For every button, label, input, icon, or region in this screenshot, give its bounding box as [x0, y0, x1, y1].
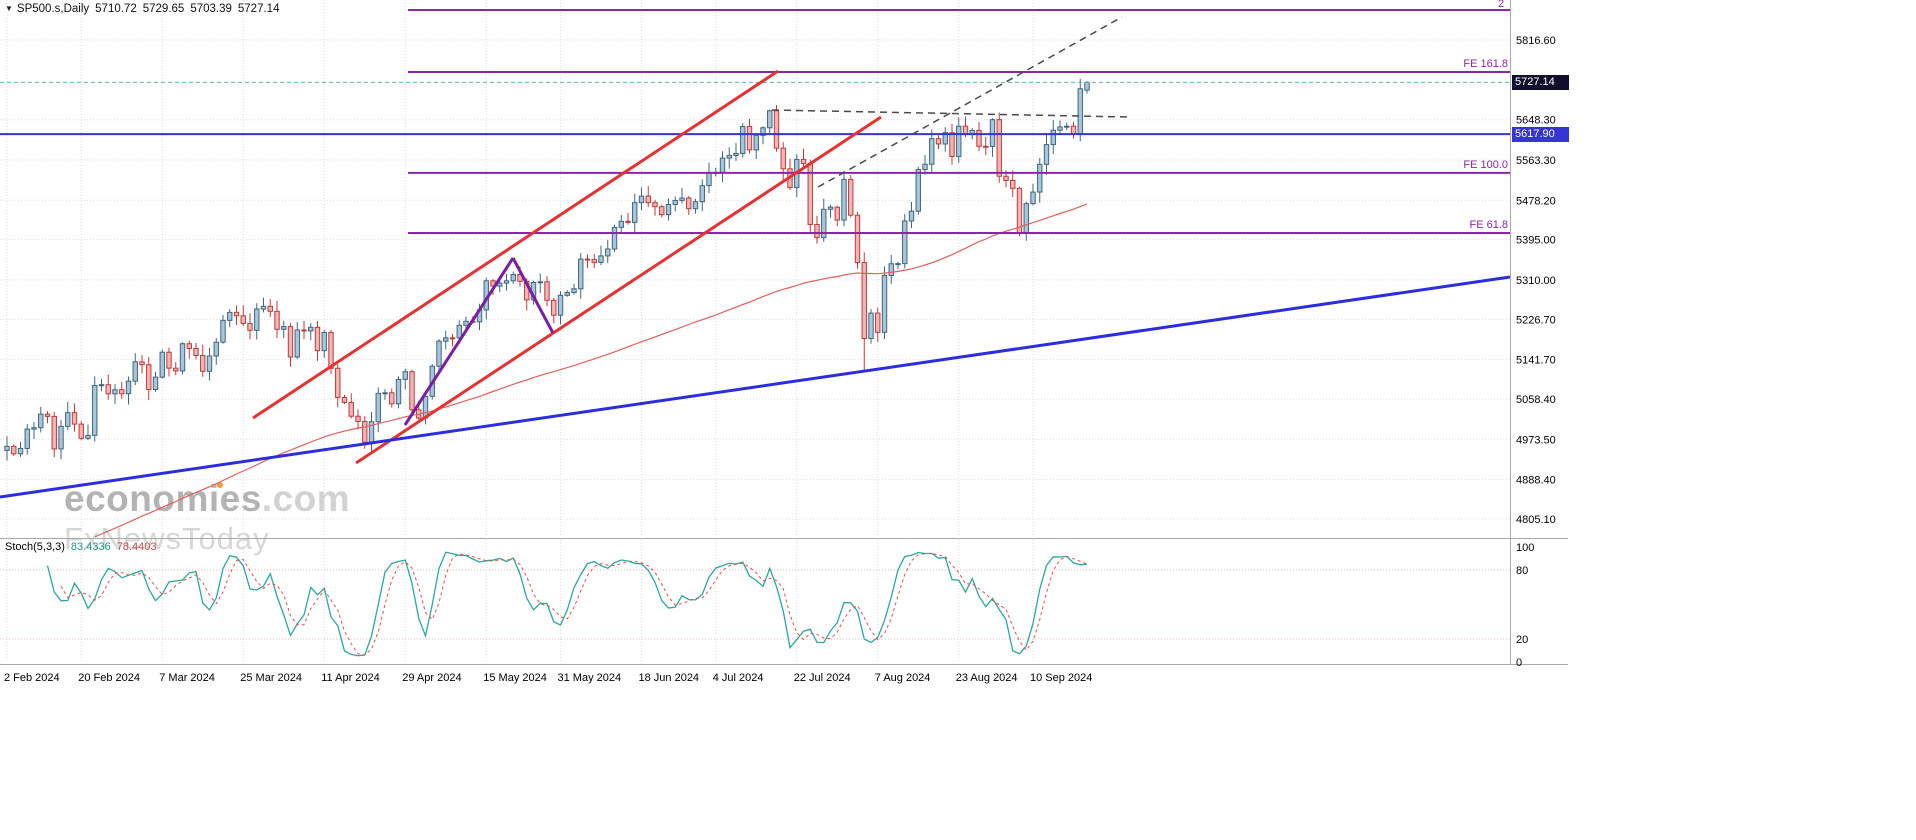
date-tick-label: 20 Feb 2024: [78, 672, 140, 684]
symbol-info: ▼ SP500.s,Daily 5710.72 5729.65 5703.39 5727.…: [5, 3, 279, 15]
ohlc-low: 5703.39: [190, 3, 232, 15]
stoch-indicator-label: Stoch(5,3,3) 83.4336 78.4403: [5, 541, 156, 553]
date-tick-label: 7 Aug 2024: [875, 672, 931, 684]
stoch-d-value: 78.4403: [116, 541, 157, 553]
date-tick-label: 29 Apr 2024: [402, 672, 461, 684]
date-tick-label: 10 Sep 2024: [1030, 672, 1092, 684]
fib-level-label-top: 2: [1498, 0, 1505, 10]
date-tick-label: 7 Mar 2024: [159, 672, 215, 684]
stoch-scale-label: 20: [1516, 634, 1528, 646]
stoch-name: Stoch(5,3,3): [5, 541, 65, 553]
date-tick-label: 31 May 2024: [558, 672, 622, 684]
candlestick-series: [4, 78, 1090, 461]
price-tick-label: 5058.40: [1516, 394, 1556, 406]
date-tick-label: 2 Feb 2024: [4, 672, 60, 684]
fib-level-label-61: FE 61.8: [1469, 219, 1508, 231]
stoch-scale-label: 80: [1516, 565, 1528, 577]
date-tick-label: 22 Jul 2024: [794, 672, 851, 684]
purple-triangle-left[interactable]: [403, 257, 515, 426]
date-tick-label: 18 Jun 2024: [639, 672, 700, 684]
price-tick-label: 5141.70: [1516, 355, 1556, 367]
date-tick-label: 4 Jul 2024: [713, 672, 764, 684]
price-tick-label: 5563.30: [1516, 155, 1556, 167]
fib-level-label-100: FE 100.0: [1463, 159, 1508, 171]
dashed-resistance-line[interactable]: [771, 109, 1131, 118]
date-tick-label: 23 Aug 2024: [956, 672, 1018, 684]
date-tick-label: 15 May 2024: [483, 672, 547, 684]
dashed-trendline-steep[interactable]: [817, 16, 1123, 188]
ohlc-open: 5710.72: [95, 3, 137, 15]
time-axis[interactable]: 2 Feb 2024 20 Feb 2024 7 Mar 2024 25 Mar 20…: [4, 672, 1092, 684]
watermark-domain: .com: [261, 478, 351, 519]
price-tick-label: 5478.20: [1516, 195, 1556, 207]
price-tick-label: 5310.00: [1516, 275, 1556, 287]
price-tick-label: 5648.30: [1516, 115, 1556, 127]
red-channel-upper[interactable]: [252, 69, 779, 420]
watermark-i-dot-icon: [217, 482, 223, 488]
moving-average-line[interactable]: [7, 203, 1088, 573]
blue-trendline[interactable]: [0, 275, 1511, 499]
price-tick-label: 5226.70: [1516, 314, 1556, 326]
stoch-scale-label: 0: [1516, 657, 1522, 669]
purple-triangle-right[interactable]: [511, 257, 555, 334]
symbol-name: SP500.s,Daily: [16, 3, 90, 15]
red-channel-lower[interactable]: [355, 115, 882, 465]
price-tick-label: 5395.00: [1516, 235, 1556, 247]
price-tick-label: 4973.50: [1516, 434, 1556, 446]
price-axis[interactable]: 5816.60 5648.30 5563.30 5478.20 5395.00 5310.…: [1516, 35, 1556, 669]
stoch-k-value: 83.4336: [70, 541, 111, 553]
price-tick-label: 4805.10: [1516, 514, 1556, 526]
grid: [0, 0, 1510, 663]
chart-canvas[interactable]: 5816.60 5648.30 5563.30 5478.20 5395.00 5310.…: [0, 0, 1570, 700]
blue-level-price-badge: 5617.90: [1512, 127, 1569, 142]
stoch-scale-label: 100: [1516, 542, 1534, 554]
stoch-d-line: [60, 552, 1088, 656]
price-tick-label: 4888.40: [1516, 475, 1556, 487]
fib-level-label-161: FE 161.8: [1463, 58, 1508, 70]
date-tick-label: 25 Mar 2024: [240, 672, 302, 684]
stoch-k-line: [46, 551, 1088, 657]
ohlc-close: 5727.14: [237, 3, 280, 15]
ohlc-high: 5729.65: [142, 3, 185, 15]
date-tick-label: 11 Apr 2024: [321, 672, 380, 684]
symbol-dropdown-icon[interactable]: ▼: [5, 4, 13, 13]
current-price-badge: 5727.14: [1512, 75, 1569, 90]
price-tick-label: 5816.60: [1516, 35, 1556, 47]
